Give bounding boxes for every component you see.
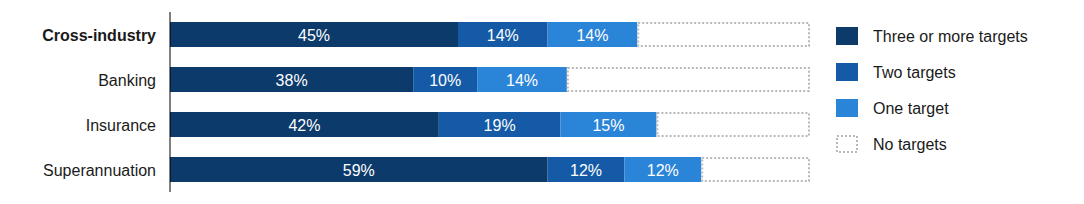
data-labels: 45% 38% 42% 59% 14% 10% 19% 12% 14% 14% 15% 12% bbox=[276, 27, 679, 179]
bar-segment bbox=[458, 22, 548, 47]
data-label: 12% bbox=[647, 162, 679, 179]
bar-segment bbox=[560, 112, 656, 137]
data-label: 14% bbox=[576, 27, 608, 44]
bars bbox=[170, 22, 809, 182]
category-label: Insurance bbox=[86, 117, 156, 134]
data-label: 59% bbox=[343, 162, 375, 179]
legend-label: No targets bbox=[873, 136, 947, 153]
chart-svg: 45% 38% 42% 59% 14% 10% 19% 12% 14% 14% 15% 12% Cros… bbox=[0, 0, 1084, 204]
legend-swatch bbox=[836, 99, 858, 117]
category-label: Cross-industry bbox=[42, 27, 156, 44]
bar-segment bbox=[568, 68, 809, 91]
bar-segment bbox=[413, 67, 477, 92]
bar-segment bbox=[702, 158, 809, 181]
bar-segment bbox=[477, 67, 567, 92]
bar-segment bbox=[170, 112, 439, 137]
bar-segment bbox=[439, 112, 561, 137]
legend-label: One target bbox=[873, 100, 949, 117]
data-label: 14% bbox=[506, 72, 538, 89]
bar-segment bbox=[548, 22, 638, 47]
legend-swatch bbox=[836, 27, 858, 45]
legend-swatch bbox=[837, 136, 857, 152]
legend-swatch bbox=[836, 63, 858, 81]
bar-segment bbox=[657, 113, 809, 136]
legend-label: Three or more targets bbox=[873, 28, 1028, 45]
data-label: 14% bbox=[487, 27, 519, 44]
page: {"chart_data": { "type": "bar", "orienta… bbox=[0, 0, 1084, 204]
data-label: 45% bbox=[298, 27, 330, 44]
bar-segment bbox=[170, 67, 413, 92]
bar-segment bbox=[548, 157, 625, 182]
data-label: 42% bbox=[288, 117, 320, 134]
axis-line bbox=[170, 12, 171, 192]
data-label: 38% bbox=[276, 72, 308, 89]
bar-segment bbox=[170, 157, 548, 182]
category-label: Superannuation bbox=[43, 162, 156, 179]
bar-segment bbox=[638, 23, 809, 46]
legend-label: Two targets bbox=[873, 64, 956, 81]
data-label: 12% bbox=[570, 162, 602, 179]
chart-container: 45% 38% 42% 59% 14% 10% 19% 12% 14% 14% 15% 12% Cros… bbox=[0, 0, 1084, 204]
bar-segment bbox=[624, 157, 701, 182]
value-axis-line bbox=[170, 192, 810, 193]
data-label: 15% bbox=[592, 117, 624, 134]
legend: Three or more targets Two targets One targ… bbox=[836, 27, 1028, 153]
category-label: Banking bbox=[98, 72, 156, 89]
data-label: 19% bbox=[484, 117, 516, 134]
data-label: 10% bbox=[429, 72, 461, 89]
bar-segment bbox=[170, 22, 458, 47]
